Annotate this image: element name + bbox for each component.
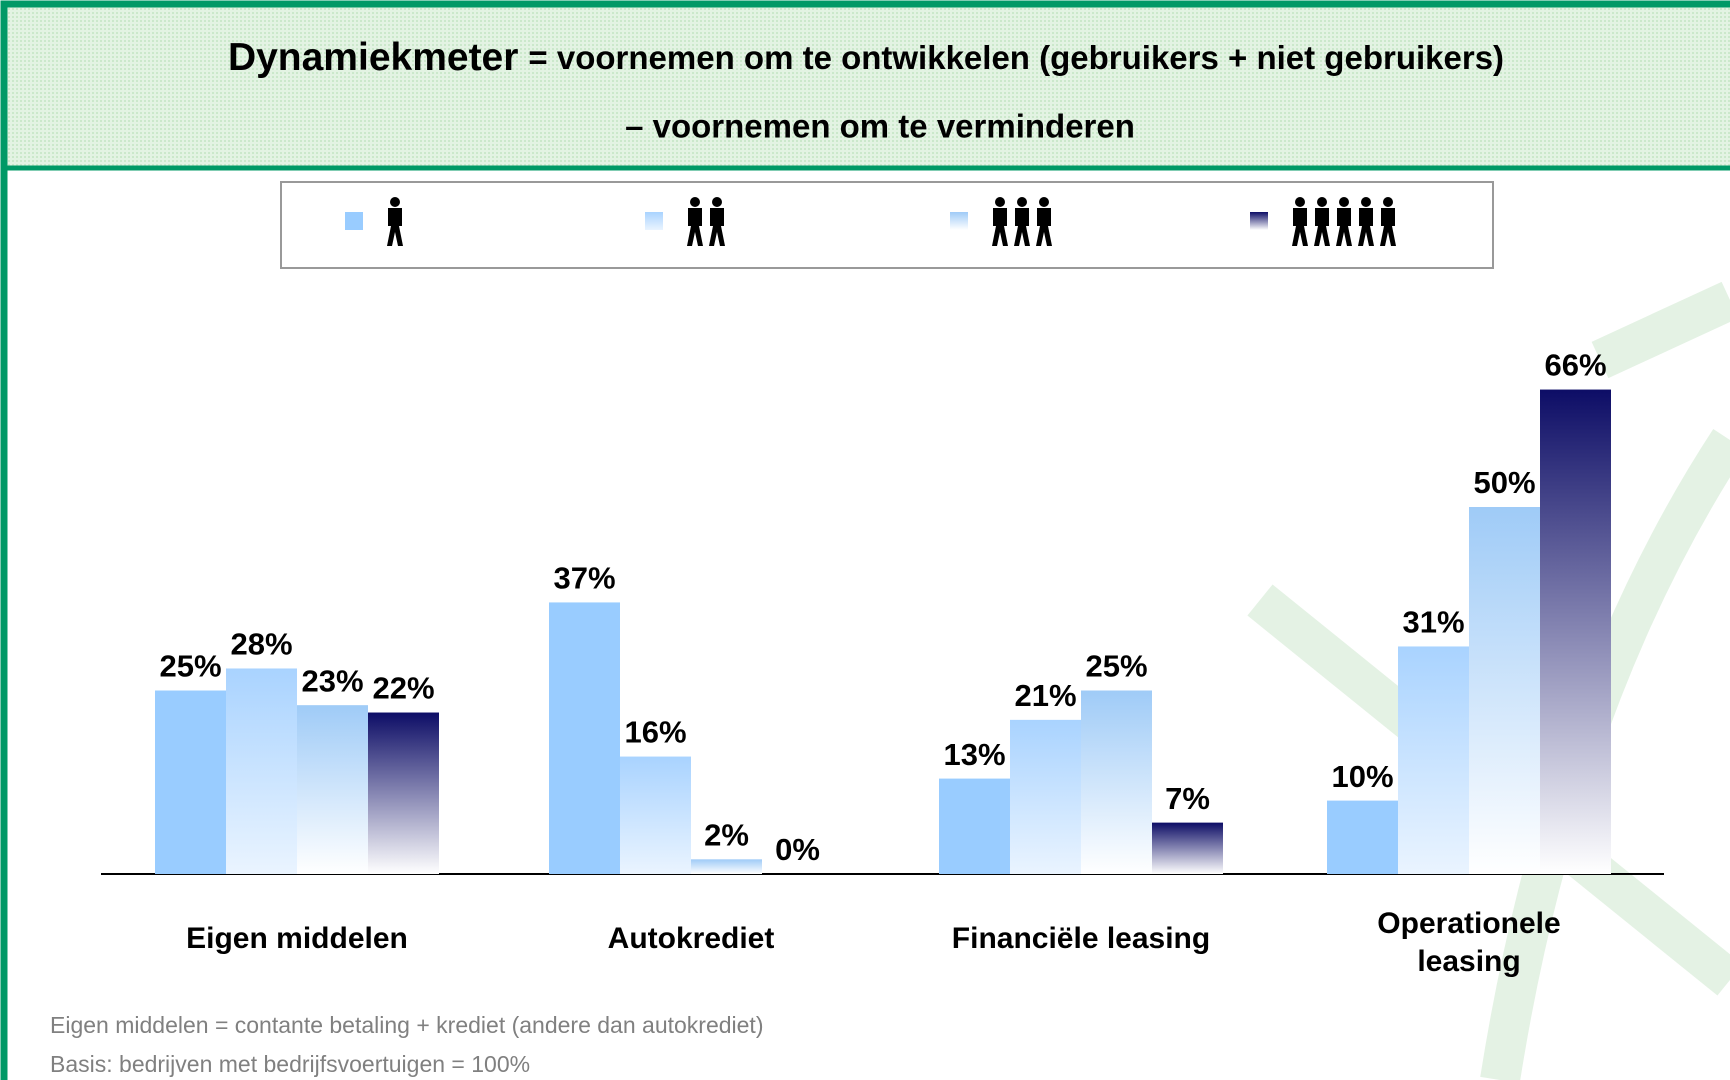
icon-head — [1361, 197, 1371, 207]
bar — [297, 705, 368, 874]
value-label: 13% — [943, 737, 1005, 772]
value-label: 28% — [230, 627, 292, 662]
icon-head — [712, 197, 722, 207]
x-tick-label: Financiële leasing — [952, 922, 1210, 955]
value-label: 66% — [1544, 348, 1606, 383]
bar — [620, 757, 691, 874]
value-label: 50% — [1473, 465, 1535, 500]
bar — [1081, 691, 1152, 875]
value-label: 22% — [372, 671, 434, 706]
legend-swatch — [645, 212, 663, 230]
icon-head — [1017, 197, 1027, 207]
subtitle-line2: – voornemen om te verminderen — [625, 108, 1135, 145]
footnote: Eigen middelen = contante betaling + kre… — [50, 1012, 763, 1038]
bar — [1398, 646, 1469, 874]
bar — [549, 602, 620, 874]
value-label: 23% — [301, 663, 363, 698]
value-label: 0% — [775, 832, 820, 867]
value-label: 37% — [553, 561, 615, 596]
footnote: Basis: bedrijven met bedrijfsvoertuigen … — [50, 1051, 530, 1077]
bar — [1010, 720, 1081, 874]
bar — [1152, 823, 1223, 874]
icon-head — [1317, 197, 1327, 207]
bar — [939, 779, 1010, 874]
chart-title: Dynamiekmeter = voornemen om te ontwikkel… — [228, 36, 1504, 79]
value-label: 16% — [624, 715, 686, 750]
legend-swatch — [1250, 212, 1268, 230]
subtitle: = voornemen om te ontwikkelen (gebruiker… — [528, 39, 1504, 76]
bar — [1327, 801, 1398, 874]
value-label: 25% — [1085, 649, 1147, 684]
value-label: 21% — [1014, 678, 1076, 713]
icon-head — [690, 197, 700, 207]
legend-box — [281, 182, 1493, 268]
bar — [368, 713, 439, 874]
legend-swatch — [950, 212, 968, 230]
x-tick-label: Autokrediet — [608, 922, 775, 955]
icon-head — [1039, 197, 1049, 207]
value-label: 10% — [1331, 759, 1393, 794]
icon-head — [1295, 197, 1305, 207]
bar — [1469, 507, 1540, 874]
icon-head — [995, 197, 1005, 207]
title: Dynamiekmeter — [228, 36, 518, 79]
bar — [691, 859, 762, 874]
x-tick-label: Eigen middelen — [186, 922, 408, 955]
bar — [226, 668, 297, 874]
legend-swatch — [345, 212, 363, 230]
value-label: 2% — [704, 818, 749, 853]
bar — [1540, 390, 1611, 874]
icon-head — [390, 197, 400, 207]
value-label: 31% — [1402, 605, 1464, 640]
chart: Dynamiekmeter = voornemen om te ontwikkel… — [0, 0, 1730, 1080]
icon-head — [1339, 197, 1349, 207]
value-label: 25% — [159, 649, 221, 684]
value-label: 7% — [1165, 781, 1210, 816]
bar — [155, 691, 226, 875]
icon-head — [1383, 197, 1393, 207]
